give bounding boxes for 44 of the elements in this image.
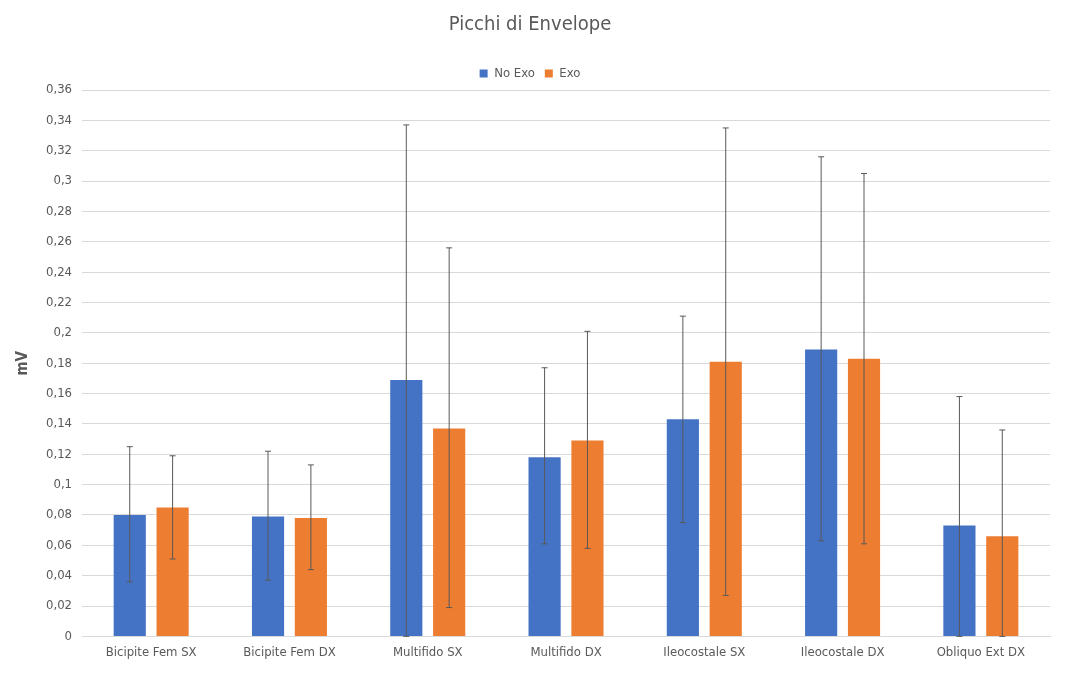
y-tick-label: 0,02: [45, 597, 73, 613]
y-tick-label: 0,06: [45, 536, 73, 552]
bar: [251, 516, 285, 636]
bar: [943, 525, 976, 636]
y-tick-label: 0,04: [45, 567, 73, 583]
bar: [709, 361, 742, 636]
y-tick-label: 0,2: [53, 324, 73, 340]
y-tick-label: 0,36: [45, 81, 73, 97]
x-tick-label: Bicipite Fem DX: [243, 643, 336, 659]
y-tick-label: 0,32: [45, 142, 73, 158]
chart-title: Picchi di Envelope: [448, 11, 612, 36]
y-tick-label: 0,12: [45, 445, 73, 461]
bar: [390, 379, 423, 636]
x-tick-label: Ileocostale DX: [800, 643, 885, 659]
y-tick-label: 0,24: [45, 263, 73, 279]
y-tick-label: 0,16: [45, 384, 73, 400]
y-tick-label: 0,28: [45, 202, 73, 218]
y-tick-label: 0,3: [53, 172, 73, 188]
bar: [294, 518, 327, 636]
legend-label: No Exo: [494, 64, 535, 80]
bar: [528, 457, 561, 636]
y-tick-label: 0,22: [45, 293, 73, 309]
bar: [986, 536, 1019, 636]
bar: [113, 514, 146, 636]
y-tick-label: 0,1: [53, 476, 73, 491]
x-tick-label: Multifido DX: [530, 643, 602, 659]
y-tick-label: 0,26: [45, 233, 73, 249]
y-tick-label: 0,18: [45, 354, 73, 370]
bar: [666, 419, 699, 636]
bar: [847, 358, 881, 636]
bar: [433, 428, 466, 636]
y-tick-label: 0,34: [45, 111, 73, 127]
bar: [156, 507, 189, 636]
x-tick-label: Ileocostale SX: [663, 643, 746, 659]
bar: [571, 440, 604, 636]
y-axis-title: mV: [12, 350, 31, 376]
y-tick-label: 0,14: [45, 415, 73, 431]
x-tick-label: Multifido SX: [392, 643, 463, 659]
y-tick-label: 0,08: [45, 506, 73, 522]
x-tick-label: Bicipite Fem SX: [105, 643, 197, 659]
x-tick-label: Obliquo Ext DX: [936, 643, 1026, 659]
y-tick-label: 0: [64, 627, 73, 643]
legend-label: Exo: [559, 64, 581, 80]
bar: [805, 349, 838, 636]
